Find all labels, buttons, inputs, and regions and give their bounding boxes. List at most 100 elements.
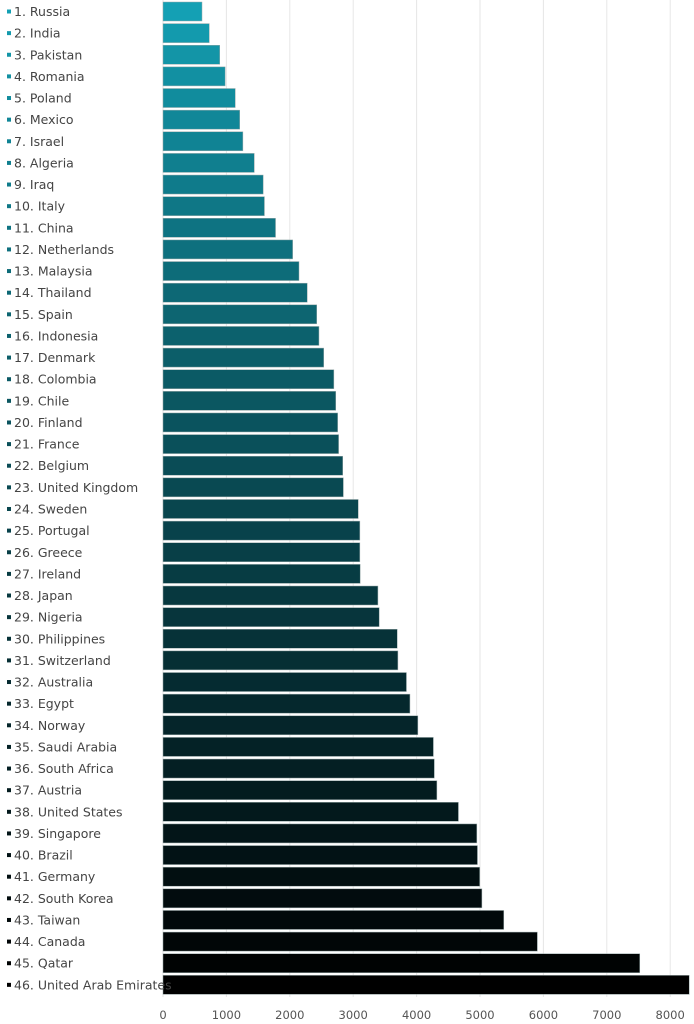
bar xyxy=(162,412,338,433)
category-label: 29. Nigeria xyxy=(14,610,83,625)
x-tick-label: 1000 xyxy=(212,1008,241,1022)
category-label: 22. Belgium xyxy=(14,458,89,473)
bar xyxy=(162,153,255,173)
category-label: 13. Malaysia xyxy=(14,264,92,279)
category-label: 23. United Kingdom xyxy=(14,480,138,495)
bar xyxy=(162,499,359,519)
bullet-marker xyxy=(7,398,11,403)
category-label: 30. Philippines xyxy=(14,631,105,646)
bullet-marker xyxy=(7,917,11,922)
category-label: 45. Qatar xyxy=(14,956,74,971)
category-label: 16. Indonesia xyxy=(14,328,98,343)
bar xyxy=(162,931,538,952)
bar xyxy=(162,455,343,476)
bar xyxy=(162,910,505,930)
bar xyxy=(162,45,220,65)
bar xyxy=(162,174,264,195)
bar xyxy=(162,304,317,325)
category-label: 9. Iraq xyxy=(14,177,54,192)
bar xyxy=(162,607,380,627)
x-tick-label: 3000 xyxy=(339,1008,368,1022)
category-label: 24. Sweden xyxy=(14,501,87,516)
bar xyxy=(162,845,478,865)
bullet-marker xyxy=(7,961,11,966)
category-label: 41. Germany xyxy=(14,869,96,884)
bar xyxy=(162,218,276,238)
category-label: 34. Norway xyxy=(14,718,86,733)
category-label: 12. Netherlands xyxy=(14,242,114,257)
x-axis-ticks: 0 1000 2000 3000 4000 5000 6000 7000 8000 xyxy=(159,1008,685,1022)
bullet-marker xyxy=(7,31,11,36)
bar xyxy=(162,542,361,562)
bar xyxy=(162,737,434,757)
bullet-marker xyxy=(7,593,11,598)
category-label: 2. India xyxy=(14,26,61,41)
bar xyxy=(162,109,240,130)
category-label: 44. Canada xyxy=(14,934,85,949)
bar xyxy=(162,715,419,736)
bar xyxy=(162,866,480,887)
x-tick-label: 6000 xyxy=(529,1008,558,1022)
bullet-marker xyxy=(7,506,11,511)
bullet-marker xyxy=(7,204,11,209)
category-label: 20. Finland xyxy=(14,415,83,430)
bar xyxy=(162,88,236,108)
bar xyxy=(162,282,308,303)
bar xyxy=(162,477,344,498)
bar xyxy=(162,823,478,844)
bar xyxy=(162,585,379,606)
bullet-marker xyxy=(7,636,11,641)
bullet-marker xyxy=(7,874,11,879)
category-label: 6. Mexico xyxy=(14,112,74,127)
bullet-marker xyxy=(7,269,11,274)
bullet-marker xyxy=(7,463,11,468)
bullet-marker xyxy=(7,939,11,944)
x-tick-label: 2000 xyxy=(275,1008,304,1022)
bullet-marker xyxy=(7,744,11,749)
bullet-marker xyxy=(7,615,11,620)
bullet-marker xyxy=(7,528,11,533)
bullet-marker xyxy=(7,139,11,144)
bullet-marker xyxy=(7,9,11,14)
category-label: 21. France xyxy=(14,437,80,452)
bullet-marker xyxy=(7,982,11,987)
bar xyxy=(162,520,361,541)
category-label: 5. Poland xyxy=(14,91,72,106)
bullet-marker xyxy=(7,117,11,122)
bullet-marker xyxy=(7,896,11,901)
bullet-marker xyxy=(7,788,11,793)
category-label: 8. Algeria xyxy=(14,155,74,170)
bar xyxy=(162,66,226,87)
bullet-marker xyxy=(7,442,11,447)
category-label: 4. Romania xyxy=(14,69,85,84)
category-label: 19. Chile xyxy=(14,393,69,408)
bar xyxy=(162,975,690,995)
category-label: 17. Denmark xyxy=(14,350,96,365)
bullet-marker xyxy=(7,766,11,771)
bullet-marker xyxy=(7,853,11,858)
bullet-marker xyxy=(7,52,11,57)
bar xyxy=(162,23,210,43)
category-label: 36. South Africa xyxy=(14,761,114,776)
x-tick-label: 0 xyxy=(159,1008,166,1022)
category-label: 28. Japan xyxy=(14,588,73,603)
bar xyxy=(162,650,399,671)
category-label: 38. United States xyxy=(14,804,123,819)
bar xyxy=(162,758,435,779)
bullet-marker xyxy=(7,723,11,728)
bullet-marker xyxy=(7,247,11,252)
bar xyxy=(162,326,320,346)
bar xyxy=(162,391,337,411)
x-tick-label: 4000 xyxy=(402,1008,431,1022)
category-label: 39. Singapore xyxy=(14,826,101,841)
bar xyxy=(162,780,438,800)
bullet-marker xyxy=(7,571,11,576)
bullet-marker xyxy=(7,658,11,663)
bar xyxy=(162,629,398,649)
bar xyxy=(162,347,324,368)
x-tick-label: 7000 xyxy=(592,1008,621,1022)
category-label: 26. Greece xyxy=(14,545,83,560)
category-label: 14. Thailand xyxy=(14,285,92,300)
bullet-marker xyxy=(7,96,11,101)
bar xyxy=(162,888,483,909)
